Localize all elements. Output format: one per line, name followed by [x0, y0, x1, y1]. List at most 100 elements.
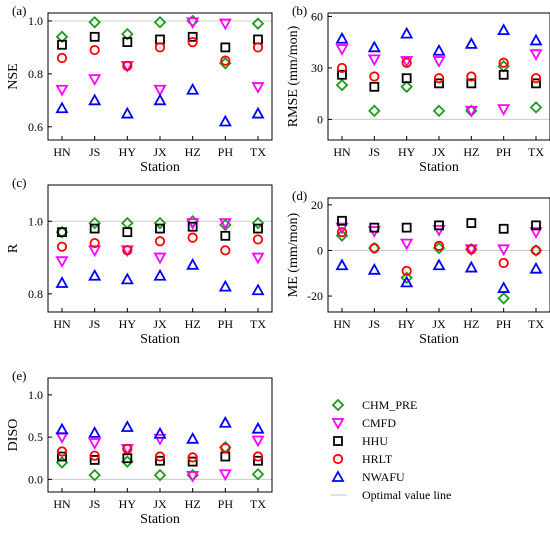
data-point-cmfd: [529, 227, 543, 240]
data-point-nwafu: [218, 415, 232, 428]
legend-label: HHU: [362, 434, 388, 448]
data-point-chm-pre: [88, 468, 101, 482]
x-tick-label: HZ: [185, 497, 201, 511]
y-tick-label: 0.6: [28, 120, 43, 134]
data-point-hhu: [155, 34, 165, 45]
data-point-hhu: [57, 39, 67, 50]
data-point-chm-pre: [497, 292, 510, 305]
data-point-hrlt: [252, 451, 264, 462]
data-point-hrlt: [336, 227, 348, 238]
x-tick-label: JX: [153, 497, 167, 511]
data-point-hrlt: [56, 241, 68, 252]
data-point-hrlt: [336, 62, 348, 74]
x-tick-label: JS: [89, 497, 100, 511]
data-point-cmfd: [218, 469, 232, 482]
data-point-hhu: [337, 215, 347, 226]
data-point-nwafu: [529, 33, 543, 46]
data-point-cmfd: [88, 245, 102, 258]
data-point-nwafu: [153, 93, 167, 106]
panel-label: (d): [292, 188, 307, 203]
data-point-chm-pre: [432, 104, 446, 118]
y-tick-label: 60: [311, 9, 323, 23]
y-axis-title: RMSE (mm/mon): [286, 25, 301, 127]
data-point-hhu: [369, 222, 380, 233]
data-point-hhu: [253, 223, 263, 234]
data-point-nwafu: [153, 426, 167, 439]
panel-label: (c): [12, 175, 26, 190]
data-point-hhu: [337, 69, 347, 80]
data-point-cmfd: [497, 104, 511, 116]
data-point-hhu: [187, 221, 198, 232]
data-point-hhu: [434, 220, 444, 231]
legend-marker-nwafu: [331, 470, 345, 482]
x-tick-label: JS: [89, 145, 100, 159]
data-point-nwafu: [251, 421, 265, 434]
data-point-hhu: [155, 223, 165, 234]
plot-frame: [47, 12, 273, 141]
data-point-hhu: [434, 78, 444, 89]
data-point-cmfd: [153, 433, 167, 446]
data-point-hhu: [57, 451, 67, 462]
legend: CHM_PRE CMFD HHU HRLT NWAFU Optimal value lin…: [331, 398, 451, 502]
data-point-chm-pre: [251, 216, 265, 230]
y-axis-title: R: [6, 243, 21, 253]
data-point-hrlt: [220, 55, 231, 66]
plot-frame: [47, 184, 273, 313]
x-tick-label: HN: [333, 317, 351, 331]
y-tick-label: 1.0: [28, 388, 43, 402]
data-point-hhu: [220, 451, 231, 462]
data-point-hhu: [466, 218, 477, 228]
legend-label: CMFD: [362, 416, 396, 430]
data-point-cmfd: [55, 432, 69, 444]
data-point-nwafu: [88, 93, 102, 106]
data-point-hhu: [122, 453, 133, 464]
data-point-chm-pre: [400, 271, 413, 285]
data-point-nwafu: [367, 262, 381, 275]
data-point-cmfd: [88, 74, 102, 86]
data-point-hrlt: [56, 446, 68, 457]
data-point-hhu: [498, 69, 509, 80]
data-point-nwafu: [335, 258, 349, 271]
data-point-cmfd: [335, 44, 349, 56]
x-axis-title: Station: [140, 512, 180, 527]
data-point-hrlt: [498, 257, 509, 269]
data-point-nwafu: [55, 101, 69, 114]
plot-frame: [327, 197, 550, 313]
data-point-hrlt: [498, 57, 509, 68]
data-point-nwafu: [186, 82, 200, 95]
panel-label: (b): [292, 3, 307, 18]
data-point-nwafu: [120, 420, 134, 432]
data-point-hrlt: [154, 451, 166, 462]
data-point-cmfd: [153, 84, 167, 97]
data-point-nwafu: [400, 26, 414, 39]
data-point-hhu: [253, 34, 263, 45]
data-point-cmfd: [432, 56, 446, 68]
data-point-cmfd: [400, 56, 414, 68]
data-point-chm-pre: [251, 17, 265, 30]
data-point-chm-pre: [400, 80, 413, 94]
data-point-hhu: [401, 73, 412, 84]
data-point-hhu: [187, 31, 198, 42]
data-point-cmfd: [251, 435, 265, 448]
x-tick-label: PH: [218, 145, 234, 159]
x-tick-label: HN: [53, 497, 71, 511]
data-point-nwafu: [432, 43, 446, 56]
data-point-nwafu: [367, 40, 381, 53]
data-point-nwafu: [400, 275, 414, 288]
panel-label: (e): [12, 368, 26, 383]
x-tick-label: JS: [89, 317, 100, 331]
x-tick-label: HN: [53, 317, 71, 331]
x-tick-label: HZ: [463, 317, 479, 331]
data-point-hhu: [466, 78, 477, 89]
y-axis-title: DISO: [6, 419, 21, 452]
data-point-hrlt: [187, 232, 198, 243]
data-point-chm-pre: [335, 78, 349, 92]
x-tick-label: TX: [528, 145, 544, 159]
data-point-chm-pre: [121, 216, 134, 230]
data-point-hrlt: [466, 71, 477, 82]
y-tick-label: 20: [311, 198, 323, 212]
x-axis-title: Station: [140, 160, 180, 175]
data-point-hhu: [89, 31, 100, 42]
chart-panel-4: -20 0 20 HN JS HY JX HZ PH TX Station ME (mm/mon) (d…: [286, 188, 550, 347]
legend-marker-hrlt: [332, 453, 344, 465]
